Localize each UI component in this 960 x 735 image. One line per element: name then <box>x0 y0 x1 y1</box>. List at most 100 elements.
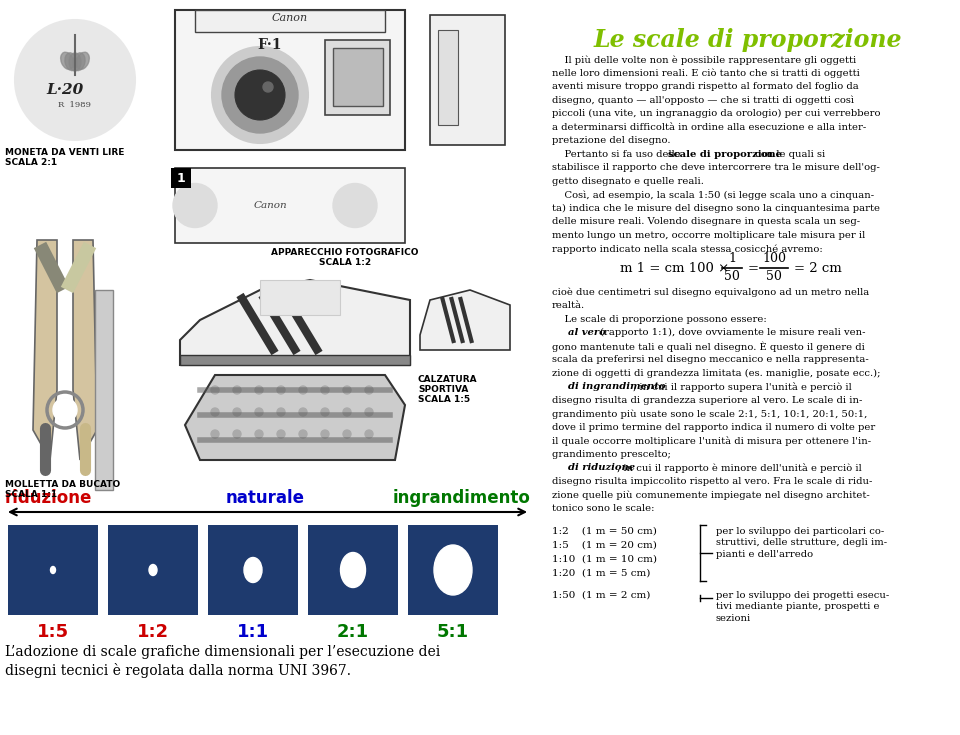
Circle shape <box>255 408 263 416</box>
Circle shape <box>211 408 219 416</box>
Polygon shape <box>180 280 410 365</box>
Text: 50: 50 <box>766 270 782 282</box>
Text: piccoli (una vite, un ingranaggio da orologio) per cui verrebbero: piccoli (una vite, un ingranaggio da oro… <box>552 109 880 118</box>
Bar <box>175 168 405 243</box>
Circle shape <box>277 386 285 394</box>
Ellipse shape <box>434 545 472 595</box>
Circle shape <box>365 408 373 416</box>
Circle shape <box>343 386 351 394</box>
Circle shape <box>321 386 329 394</box>
Circle shape <box>277 408 285 416</box>
Circle shape <box>235 70 285 120</box>
Polygon shape <box>185 375 405 460</box>
Text: 2:1: 2:1 <box>337 623 369 641</box>
Circle shape <box>212 47 308 143</box>
Text: realtà.: realtà. <box>552 301 586 310</box>
Text: 1:20  (1 m = 5 cm): 1:20 (1 m = 5 cm) <box>552 569 650 578</box>
Circle shape <box>233 408 241 416</box>
Text: cioè due centimetri sul disegno equivalgono ad un metro nella: cioè due centimetri sul disegno equivalg… <box>552 287 869 297</box>
Text: CALZATURA: CALZATURA <box>418 375 478 384</box>
Text: getto disegnato e quelle reali.: getto disegnato e quelle reali. <box>552 176 704 185</box>
Text: di riduzione: di riduzione <box>568 463 636 472</box>
Bar <box>195 10 385 32</box>
Ellipse shape <box>69 53 81 71</box>
Text: F·1: F·1 <box>257 38 282 52</box>
Text: SCALA 1:5: SCALA 1:5 <box>418 395 470 404</box>
Text: , in cui il rapporto è minore dell'unità e perciò il: , in cui il rapporto è minore dell'unità… <box>617 463 861 473</box>
Bar <box>8 525 98 615</box>
Circle shape <box>299 408 307 416</box>
Circle shape <box>299 386 307 394</box>
Bar <box>208 525 298 615</box>
Circle shape <box>255 386 263 394</box>
Text: ta) indica che le misure del disegno sono la cinquantesima parte: ta) indica che le misure del disegno son… <box>552 204 880 212</box>
Text: SCALA 2:1: SCALA 2:1 <box>5 158 58 167</box>
Text: Così, ad esempio, la scala 1:50 (si legge scala uno a cinquan-: Così, ad esempio, la scala 1:50 (si legg… <box>552 190 875 199</box>
Bar <box>408 525 498 615</box>
Bar <box>175 10 405 150</box>
Text: grandimento prescelto;: grandimento prescelto; <box>552 450 671 459</box>
Ellipse shape <box>51 567 56 573</box>
Text: =: = <box>748 262 759 275</box>
Circle shape <box>173 184 217 228</box>
Text: rapporto indicato nella scala stessa cosicché avremo:: rapporto indicato nella scala stessa cos… <box>552 244 823 254</box>
Text: L’adozione di scale grafiche dimensionali per l’esecuzione dei: L’adozione di scale grafiche dimensional… <box>5 645 441 659</box>
Text: per lo sviluppo dei particolari co-
struttivi, delle strutture, degli im-
pianti: per lo sviluppo dei particolari co- stru… <box>716 527 887 559</box>
Bar <box>325 40 390 115</box>
Text: riduzione: riduzione <box>5 489 92 507</box>
Text: dove il primo termine del rapporto indica il numero di volte per: dove il primo termine del rapporto indic… <box>552 423 876 431</box>
Text: Le scale di proporzione possono essere:: Le scale di proporzione possono essere: <box>552 315 767 323</box>
Circle shape <box>255 430 263 438</box>
Text: con le quali si: con le quali si <box>752 149 826 159</box>
Circle shape <box>233 386 241 394</box>
Circle shape <box>333 184 377 228</box>
Text: aventi misure troppo grandi rispetto al formato del foglio da: aventi misure troppo grandi rispetto al … <box>552 82 859 91</box>
Text: 1:5: 1:5 <box>36 623 69 641</box>
Bar <box>430 15 505 145</box>
Text: delle misure reali. Volendo disegnare in questa scala un seg-: delle misure reali. Volendo disegnare in… <box>552 217 860 226</box>
Text: 1:1: 1:1 <box>237 623 269 641</box>
Bar <box>171 168 191 188</box>
Circle shape <box>343 430 351 438</box>
Text: pretazione del disegno.: pretazione del disegno. <box>552 136 670 145</box>
Ellipse shape <box>73 53 85 71</box>
Text: naturale: naturale <box>226 489 304 507</box>
Text: scale di proporzione: scale di proporzione <box>668 149 782 159</box>
Text: 5:1: 5:1 <box>437 623 469 641</box>
Text: di ingrandimento: di ingrandimento <box>568 382 665 391</box>
Text: 1:5    (1 m = 20 cm): 1:5 (1 m = 20 cm) <box>552 541 657 550</box>
Circle shape <box>343 408 351 416</box>
Text: MONETA DA VENTI LIRE: MONETA DA VENTI LIRE <box>5 148 125 157</box>
Text: stabilisce il rapporto che deve intercorrere tra le misure dell'og-: stabilisce il rapporto che deve intercor… <box>552 163 880 172</box>
Polygon shape <box>73 240 97 460</box>
Text: (rapporto 1:1), dove ovviamente le misure reali ven-: (rapporto 1:1), dove ovviamente le misur… <box>596 328 865 337</box>
Polygon shape <box>180 355 410 365</box>
Circle shape <box>321 430 329 438</box>
Text: APPARECCHIO FOTOGRAFICO: APPARECCHIO FOTOGRAFICO <box>272 248 419 257</box>
Text: , in cui il rapporto supera l'unità e perciò il: , in cui il rapporto supera l'unità e pe… <box>633 382 852 392</box>
Text: disegno, quanto — all'opposto — che si tratti di oggetti così: disegno, quanto — all'opposto — che si t… <box>552 96 854 105</box>
Bar <box>308 525 398 615</box>
Bar <box>260 280 340 315</box>
Text: SCALA 1:1: SCALA 1:1 <box>5 490 58 499</box>
Text: zione quelle più comunemente impiegate nel disegno architet-: zione quelle più comunemente impiegate n… <box>552 490 870 500</box>
Text: disegno risulta impiccolito rispetto al vero. Fra le scale di ridu-: disegno risulta impiccolito rispetto al … <box>552 476 873 486</box>
Text: Pertanto si fa uso delle: Pertanto si fa uso delle <box>552 149 684 159</box>
Text: il quale occorre moltiplicare l'unità di misura per ottenere l'in-: il quale occorre moltiplicare l'unità di… <box>552 436 871 446</box>
Ellipse shape <box>149 564 157 576</box>
Text: 100: 100 <box>762 251 786 265</box>
Text: m 1 = cm 100 ×: m 1 = cm 100 × <box>620 262 730 275</box>
Text: 1:2: 1:2 <box>137 623 169 641</box>
Bar <box>95 290 113 490</box>
Text: Le scale di proporzione: Le scale di proporzione <box>593 28 902 52</box>
Circle shape <box>15 20 135 140</box>
Text: 1:10  (1 m = 10 cm): 1:10 (1 m = 10 cm) <box>552 555 657 564</box>
Text: ingrandimento: ingrandimento <box>392 489 530 507</box>
Text: zione di oggetti di grandezza limitata (es. maniglie, posate ecc.);: zione di oggetti di grandezza limitata (… <box>552 368 880 378</box>
Text: Il più delle volte non è possibile rappresentare gli oggetti: Il più delle volte non è possibile rappr… <box>552 55 856 65</box>
Text: grandimento più usate sono le scale 2:1, 5:1, 10:1, 20:1, 50:1,: grandimento più usate sono le scale 2:1,… <box>552 409 868 418</box>
Text: 1:2    (1 m = 50 cm): 1:2 (1 m = 50 cm) <box>552 527 657 536</box>
Circle shape <box>365 430 373 438</box>
Text: R  1989: R 1989 <box>59 101 91 109</box>
Text: mento lungo un metro, occorre moltiplicare tale misura per il: mento lungo un metro, occorre moltiplica… <box>552 231 865 240</box>
